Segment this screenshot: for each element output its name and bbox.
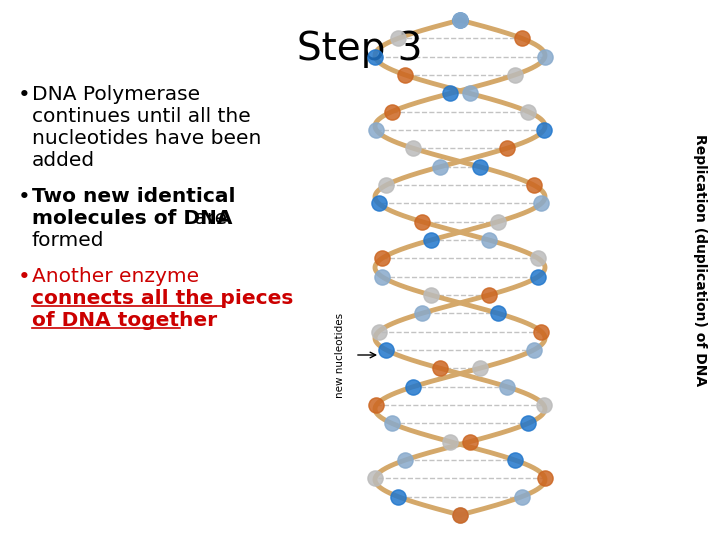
Point [528, 346, 539, 354]
Point [454, 511, 466, 519]
Point [501, 144, 513, 153]
Point [474, 163, 485, 171]
Text: •: • [18, 267, 31, 287]
Point [444, 437, 456, 446]
Point [369, 474, 381, 483]
Point [539, 474, 551, 483]
Point [373, 199, 384, 208]
Text: new nucleotides: new nucleotides [335, 313, 345, 397]
Point [539, 52, 551, 61]
Text: connects all the pieces: connects all the pieces [32, 289, 293, 308]
Point [444, 89, 456, 98]
Point [454, 16, 466, 24]
Text: Another enzyme: Another enzyme [32, 267, 199, 286]
Point [474, 364, 485, 373]
Text: are: are [188, 209, 227, 228]
Point [523, 419, 534, 428]
Point [516, 492, 528, 501]
Point [371, 401, 382, 409]
Point [376, 272, 387, 281]
Point [381, 346, 392, 354]
Point [464, 437, 476, 446]
Text: •: • [18, 85, 31, 105]
Text: Step 3: Step 3 [297, 30, 423, 68]
Point [426, 235, 437, 244]
Point [492, 217, 504, 226]
Point [386, 107, 397, 116]
Point [408, 382, 419, 391]
Point [416, 309, 428, 318]
Text: nucleotides have been: nucleotides have been [32, 129, 261, 148]
Point [516, 34, 528, 43]
Point [454, 16, 466, 24]
Point [523, 107, 534, 116]
Point [532, 272, 544, 281]
Point [426, 291, 437, 299]
Point [392, 34, 404, 43]
Point [376, 254, 387, 262]
Point [392, 492, 404, 501]
Point [454, 511, 466, 519]
Text: added: added [32, 151, 95, 170]
Point [509, 456, 521, 464]
Text: molecules of DNA: molecules of DNA [32, 209, 233, 228]
Text: Two new identical: Two new identical [32, 187, 235, 206]
Point [536, 327, 547, 336]
Text: formed: formed [32, 231, 104, 250]
Text: continues until all the: continues until all the [32, 107, 251, 126]
Point [528, 181, 539, 190]
Point [371, 126, 382, 134]
Point [400, 71, 411, 79]
Point [373, 327, 384, 336]
Point [483, 291, 495, 299]
Point [435, 364, 446, 373]
Text: Replication (duplication) of DNA: Replication (duplication) of DNA [693, 134, 707, 386]
Point [400, 456, 411, 464]
Point [381, 181, 392, 190]
Point [501, 382, 513, 391]
Point [509, 71, 521, 79]
Text: DNA Polymerase: DNA Polymerase [32, 85, 200, 104]
Point [369, 52, 381, 61]
Point [538, 401, 549, 409]
Point [416, 217, 428, 226]
Point [464, 89, 476, 98]
Point [386, 419, 397, 428]
Point [538, 126, 549, 134]
Text: •: • [18, 187, 31, 207]
Point [492, 309, 504, 318]
Point [435, 163, 446, 171]
Text: of DNA together: of DNA together [32, 311, 217, 330]
Point [483, 235, 495, 244]
Point [532, 254, 544, 262]
Point [408, 144, 419, 153]
Point [536, 199, 547, 208]
